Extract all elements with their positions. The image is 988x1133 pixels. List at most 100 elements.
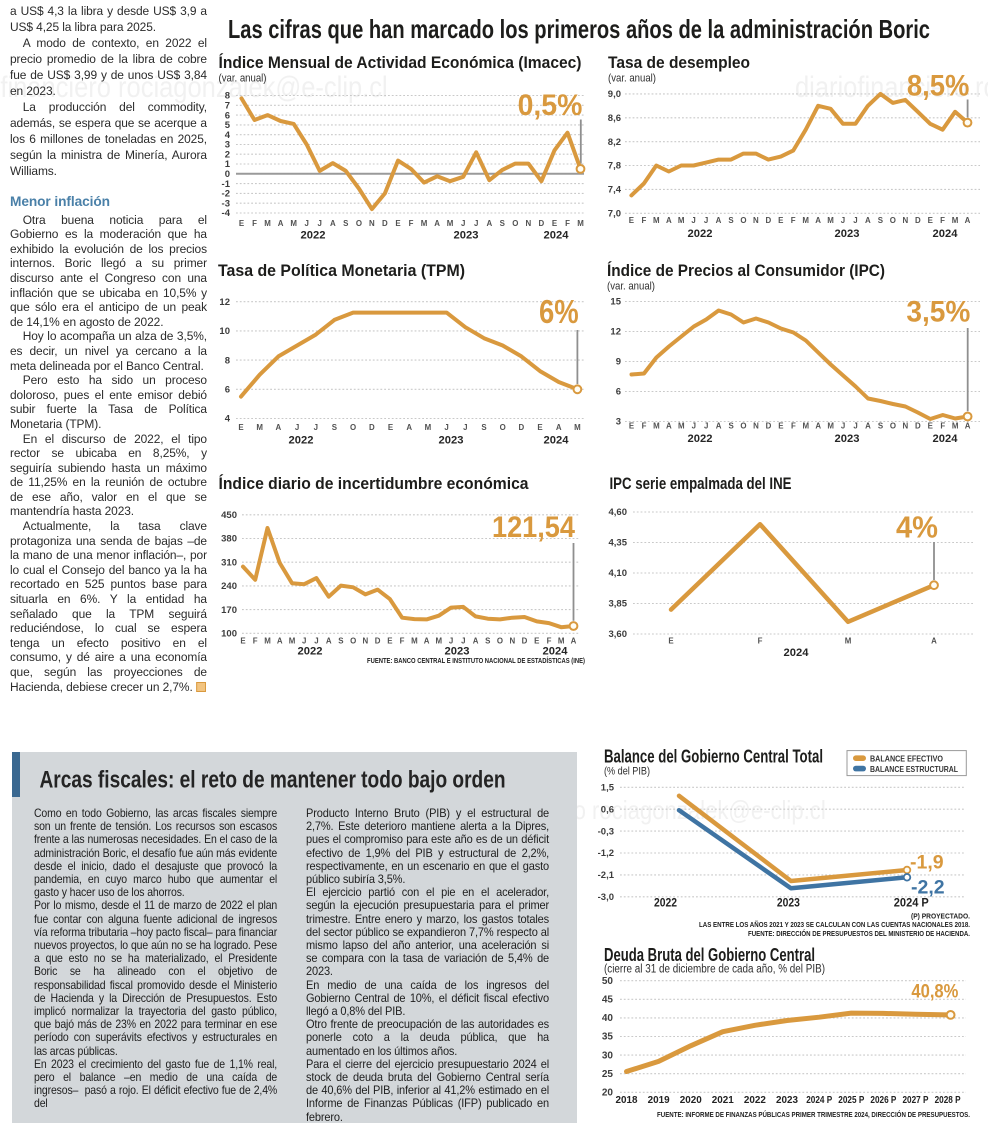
- svg-text:240: 240: [221, 581, 237, 592]
- svg-text:7,0: 7,0: [608, 209, 621, 220]
- svg-text:A: A: [815, 216, 821, 225]
- svg-text:2023: 2023: [454, 230, 479, 242]
- svg-text:M: M: [558, 637, 565, 646]
- svg-text:S: S: [728, 422, 733, 431]
- svg-text:A: A: [434, 219, 440, 228]
- svg-text:3,60: 3,60: [609, 629, 628, 640]
- svg-text:A: A: [277, 637, 283, 646]
- svg-text:F: F: [642, 422, 647, 431]
- svg-text:2018: 2018: [616, 1094, 638, 1106]
- svg-text:450: 450: [221, 510, 237, 521]
- svg-text:2024 P: 2024 P: [806, 1094, 832, 1106]
- svg-text:F: F: [409, 219, 414, 228]
- svg-text:2023: 2023: [445, 646, 470, 658]
- svg-text:2024: 2024: [544, 230, 570, 242]
- svg-text:FUENTE: BANCO CENTRAL E INSTIT: FUENTE: BANCO CENTRAL E INSTITUTO NACION…: [367, 656, 585, 665]
- svg-text:E: E: [778, 216, 783, 225]
- svg-text:-3: -3: [222, 198, 230, 209]
- svg-text:E: E: [240, 637, 245, 646]
- svg-text:8: 8: [225, 91, 230, 102]
- svg-text:6: 6: [225, 385, 230, 396]
- svg-text:9: 9: [616, 357, 621, 368]
- svg-text:-2,1: -2,1: [598, 870, 615, 881]
- svg-text:O: O: [740, 216, 746, 225]
- svg-text:6%: 6%: [539, 294, 579, 331]
- svg-text:BALANCE ESTRUCTURAL: BALANCE ESTRUCTURAL: [870, 765, 958, 774]
- svg-text:M: M: [264, 219, 271, 228]
- svg-text:D: D: [539, 219, 545, 228]
- svg-text:A: A: [278, 219, 284, 228]
- svg-text:N: N: [753, 422, 759, 431]
- svg-text:N: N: [902, 216, 908, 225]
- svg-text:M: M: [421, 219, 428, 228]
- svg-text:12: 12: [219, 297, 230, 308]
- svg-text:2022: 2022: [688, 228, 713, 240]
- svg-text:S: S: [728, 216, 733, 225]
- svg-text:Índice diario de incertidumbre: Índice diario de incertidumbre económica: [219, 474, 529, 493]
- svg-text:M: M: [577, 219, 584, 228]
- svg-text:35: 35: [602, 1032, 614, 1043]
- svg-text:F: F: [758, 637, 763, 646]
- svg-text:0,5%: 0,5%: [518, 89, 583, 122]
- svg-text:J: J: [305, 219, 309, 228]
- svg-text:6: 6: [225, 110, 230, 121]
- svg-text:J: J: [318, 219, 322, 228]
- svg-text:(var. anual): (var. anual): [607, 281, 655, 293]
- svg-text:J: J: [841, 216, 845, 225]
- svg-text:Tasa de Política Monetaria (TP: Tasa de Política Monetaria (TPM): [218, 261, 465, 280]
- svg-text:2023: 2023: [835, 433, 860, 445]
- svg-text:310: 310: [221, 557, 237, 568]
- svg-text:2025 P: 2025 P: [838, 1094, 864, 1106]
- svg-text:F: F: [565, 219, 570, 228]
- svg-text:J: J: [853, 422, 857, 431]
- svg-text:2023: 2023: [439, 435, 464, 447]
- svg-text:F: F: [791, 422, 796, 431]
- svg-text:40,8%: 40,8%: [911, 982, 958, 1003]
- svg-text:J: J: [841, 422, 845, 431]
- svg-text:E: E: [534, 637, 539, 646]
- svg-text:-1,9: -1,9: [910, 852, 944, 874]
- svg-text:-1: -1: [222, 179, 231, 190]
- svg-text:D: D: [522, 637, 528, 646]
- svg-text:M: M: [447, 219, 454, 228]
- svg-text:D: D: [766, 422, 772, 431]
- svg-text:A: A: [556, 423, 562, 432]
- svg-text:J: J: [692, 422, 696, 431]
- svg-text:M: M: [289, 637, 296, 646]
- svg-text:J: J: [691, 216, 695, 225]
- svg-text:S: S: [338, 637, 343, 646]
- svg-text:D: D: [765, 216, 771, 225]
- svg-text:3,5%: 3,5%: [906, 296, 970, 329]
- svg-text:Índice Mensual de Actividad Ec: Índice Mensual de Actividad Económica (I…: [219, 53, 582, 72]
- svg-text:O: O: [350, 637, 356, 646]
- svg-text:N: N: [526, 219, 532, 228]
- svg-text:E: E: [629, 216, 634, 225]
- svg-text:J: J: [314, 423, 318, 432]
- svg-text:N: N: [363, 637, 369, 646]
- svg-text:12: 12: [610, 327, 621, 338]
- svg-text:7,8: 7,8: [608, 161, 621, 172]
- svg-text:A: A: [931, 637, 937, 646]
- svg-text:170: 170: [221, 605, 237, 616]
- svg-text:S: S: [332, 423, 337, 432]
- svg-text:45: 45: [602, 995, 614, 1006]
- svg-text:2026 P: 2026 P: [870, 1094, 896, 1106]
- svg-text:S: S: [878, 216, 883, 225]
- svg-text:F: F: [940, 216, 945, 225]
- svg-text:J: J: [474, 219, 478, 228]
- svg-text:A: A: [815, 422, 821, 431]
- svg-text:4: 4: [225, 414, 231, 425]
- svg-text:(cierre al 31 de diciembre de: (cierre al 31 de diciembre de cada año, …: [604, 964, 825, 976]
- svg-text:N: N: [903, 422, 909, 431]
- svg-text:J: J: [704, 422, 708, 431]
- svg-text:M: M: [574, 423, 581, 432]
- svg-text:A: A: [326, 637, 332, 646]
- svg-text:-2,2: -2,2: [911, 877, 945, 899]
- svg-text:20: 20: [602, 1088, 614, 1099]
- svg-text:M: M: [436, 637, 443, 646]
- svg-text:Índice de Precios al Consumido: Índice de Precios al Consumidor (IPC): [607, 261, 885, 280]
- svg-text:E: E: [552, 219, 557, 228]
- svg-text:S: S: [500, 219, 505, 228]
- svg-text:121,54: 121,54: [492, 511, 575, 544]
- svg-text:(% del PIB): (% del PIB): [604, 766, 650, 778]
